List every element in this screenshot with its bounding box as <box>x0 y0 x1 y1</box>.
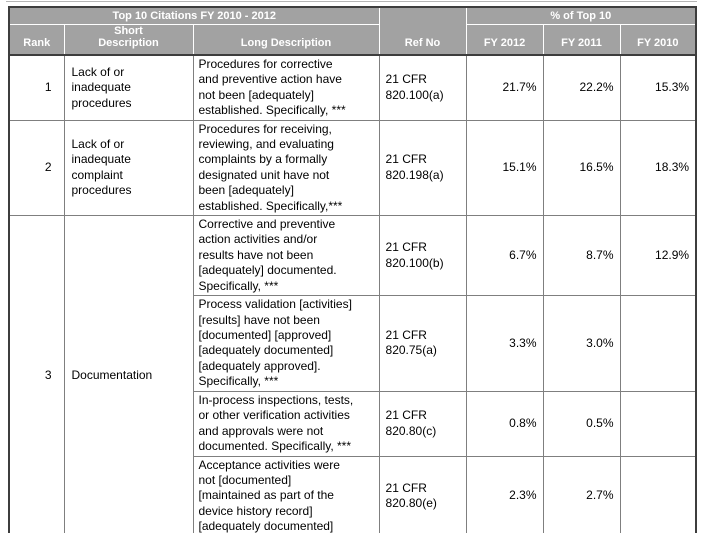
fy2012-cell: 0.8% <box>465 390 544 457</box>
rank-cell: 3 <box>8 215 65 533</box>
long-description-cell: Corrective and preventive action activit… <box>192 215 380 297</box>
fy2011-cell: 0.5% <box>542 390 621 457</box>
table-row-rank-3-sub-4: Acceptance activities were not [document… <box>9 455 697 533</box>
header-group-row: Top 10 Citations FY 2010 - 2012 Ref No %… <box>8 6 697 56</box>
fy2011-cell: 22.2% <box>542 54 621 121</box>
header-rank: Rank <box>8 23 65 56</box>
fy2010-cell <box>619 455 697 533</box>
fy2012-cell: 21.7% <box>465 54 544 121</box>
table-row-rank-3-sub-2: Process validation [activities] [results… <box>9 295 697 392</box>
ref-no-cell: 21 CFR 820.100(a) <box>378 54 467 121</box>
header-short-description: Short Description <box>63 23 194 56</box>
header-citations-group: Top 10 Citations FY 2010 - 2012 <box>8 6 380 25</box>
fy2012-cell: 3.3% <box>465 295 544 392</box>
fy2012-cell: 2.3% <box>465 455 544 533</box>
short-description-cell: Lack of or inadequate procedures <box>63 54 194 121</box>
ref-no-cell: 21 CFR 820.80(c) <box>378 390 467 457</box>
fy2012-cell: 15.1% <box>465 119 544 217</box>
fy2011-cell: 16.5% <box>542 119 621 217</box>
short-description-cell: Lack of or inadequate complaint procedur… <box>63 119 194 217</box>
long-description-cell: Procedures for corrective and preventive… <box>192 54 380 121</box>
citations-table: Top 10 Citations FY 2010 - 2012 Ref No %… <box>8 6 698 533</box>
fy2010-cell <box>619 390 697 457</box>
long-description-cell: In-process inspections, tests, or other … <box>192 390 380 457</box>
fy2011-cell: 8.7% <box>542 215 621 297</box>
header-fy-2011: FY 2011 <box>542 23 621 56</box>
fy2012-cell: 6.7% <box>465 215 544 297</box>
header-long-description: Long Description <box>192 23 380 56</box>
short-description-cell: Documentation <box>63 215 194 533</box>
long-description-cell: Process validation [activities] [results… <box>192 295 380 392</box>
ref-no-cell: 21 CFR 820.80(e) <box>378 455 467 533</box>
table-row-rank-3-sub-1: 3 Documentation Corrective and preventiv… <box>8 215 697 533</box>
header-fy-2012: FY 2012 <box>465 23 544 56</box>
table-row-rank-1: 1 Lack of or inadequate procedures Proce… <box>8 54 697 121</box>
header-ref-no: Ref No <box>378 6 467 56</box>
long-description-cell: Acceptance activities were not [document… <box>192 455 380 533</box>
header-columns-row: Rank Short Description Long Description … <box>8 23 697 56</box>
long-description-cell: Procedures for receiving, reviewing, and… <box>192 119 380 217</box>
ref-no-cell: 21 CFR 820.75(a) <box>378 295 467 392</box>
ref-no-cell: 21 CFR 820.100(b) <box>378 215 467 297</box>
header-pct-group: % of Top 10 <box>465 6 697 25</box>
fy2010-cell: 18.3% <box>619 119 697 217</box>
ref-no-cell: 21 CFR 820.198(a) <box>378 119 467 217</box>
header-fy-2010: FY 2010 <box>619 23 697 56</box>
fy2010-cell: 12.9% <box>619 215 697 297</box>
table-row-rank-2: 2 Lack of or inadequate complaint proced… <box>8 119 697 217</box>
rank-cell: 2 <box>8 119 65 217</box>
fy2010-cell: 15.3% <box>619 54 697 121</box>
top-edge-line <box>6 1 697 2</box>
fy2011-cell: 3.0% <box>542 295 621 392</box>
table-row-rank-3-sub-3: In-process inspections, tests, or other … <box>9 390 697 457</box>
rank-cell: 1 <box>8 54 65 121</box>
fy2010-cell <box>619 295 697 392</box>
fy2011-cell: 2.7% <box>542 455 621 533</box>
